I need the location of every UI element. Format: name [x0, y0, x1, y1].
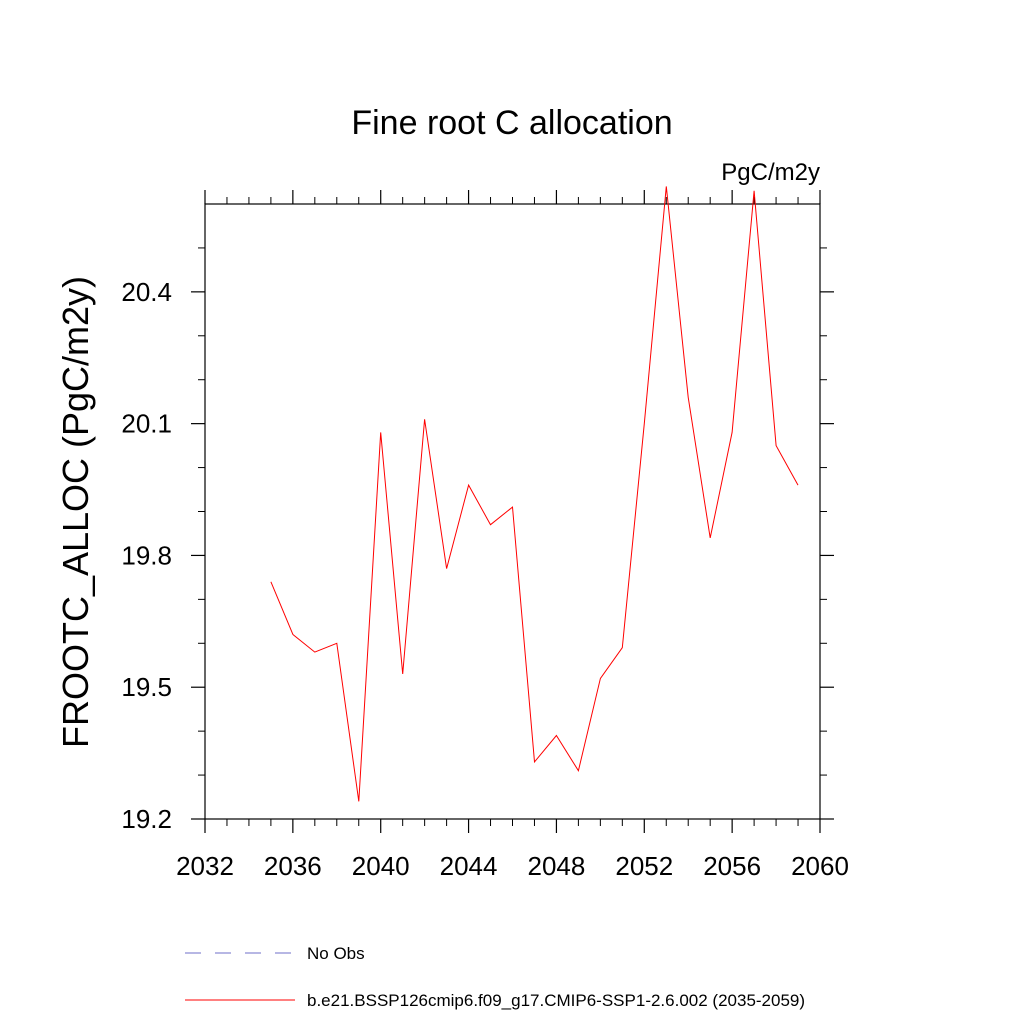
x-tick-label: 2056: [703, 851, 761, 881]
y-tick-label: 20.4: [121, 277, 172, 307]
y-tick-label: 19.5: [121, 672, 172, 702]
x-tick-label: 2044: [440, 851, 498, 881]
y-axis-label: FROOTC_ALLOC (PgC/m2y): [55, 276, 96, 748]
y-tick-label: 20.1: [121, 409, 172, 439]
x-tick-label: 2060: [791, 851, 849, 881]
y-tick-label: 19.2: [121, 804, 172, 834]
series-line: [270, 186, 799, 802]
legend-label-no-obs: No Obs: [307, 944, 365, 963]
x-tick-label: 2048: [528, 851, 586, 881]
chart-title: Fine root C allocation: [351, 104, 672, 142]
legend-label-model: b.e21.BSSP126cmip6.f09_g17.CMIP6-SSP1-2.…: [307, 991, 805, 1010]
y-tick-label: 19.8: [121, 540, 172, 570]
x-tick-label: 2052: [615, 851, 673, 881]
y-axis: 19.2 19.5 19.8 20.1 20.4: [121, 247, 834, 834]
x-tick-label: 2036: [264, 851, 322, 881]
legend: No Obs b.e21.BSSP126cmip6.f09_g17.CMIP6-…: [185, 944, 805, 1010]
x-tick-label: 2032: [176, 851, 234, 881]
series-group: [270, 186, 799, 802]
units-label: PgC/m2y: [721, 159, 820, 186]
x-tick-label: 2040: [352, 851, 410, 881]
x-axis: 2032 2036 2040 2044 2048 2052 2056 2060: [176, 190, 849, 881]
